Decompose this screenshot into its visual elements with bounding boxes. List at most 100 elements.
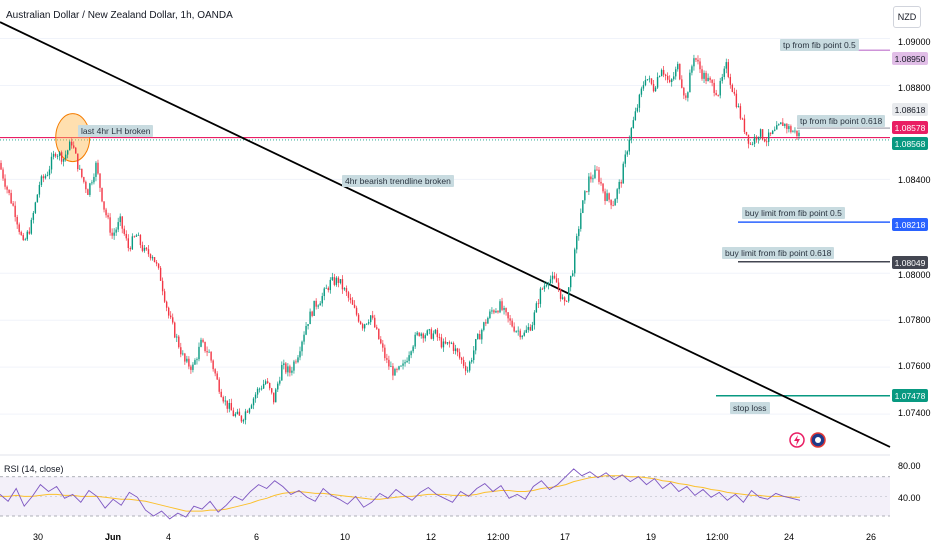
candle-body bbox=[767, 132, 770, 142]
candle-body bbox=[602, 183, 604, 192]
candle-body bbox=[590, 176, 592, 180]
candle-body bbox=[89, 183, 91, 195]
candle-body bbox=[303, 334, 305, 342]
candle-body bbox=[212, 360, 214, 370]
candle-body bbox=[83, 177, 85, 182]
candle-body bbox=[240, 415, 243, 422]
candle-body bbox=[462, 359, 465, 366]
candle-body bbox=[586, 191, 588, 192]
candle-body bbox=[46, 175, 49, 176]
candle-body bbox=[487, 317, 489, 324]
candle-body bbox=[44, 175, 47, 179]
candle-body bbox=[594, 169, 596, 179]
candle-body bbox=[295, 361, 297, 363]
candle-body bbox=[717, 95, 719, 96]
candle-body bbox=[347, 292, 350, 298]
candle-body bbox=[359, 321, 362, 325]
candle-body bbox=[515, 331, 517, 332]
candle-body bbox=[424, 335, 426, 339]
lh-highlight-circle[interactable] bbox=[55, 113, 91, 163]
candle-body bbox=[610, 199, 612, 206]
annotation-lh-broken[interactable]: last 4hr LH broken bbox=[78, 125, 154, 137]
annotation-tp-0618[interactable]: tp from fib point 0.618 bbox=[797, 115, 886, 127]
candle-body bbox=[315, 300, 317, 307]
candle-body bbox=[537, 303, 540, 305]
candle-body bbox=[679, 63, 681, 80]
candle-body bbox=[236, 411, 239, 414]
candle-body bbox=[135, 235, 138, 237]
candle-body bbox=[133, 236, 136, 238]
annotation-buy-0618[interactable]: buy limit from fib point 0.618 bbox=[722, 247, 835, 259]
candle-body bbox=[161, 280, 164, 292]
candle-body bbox=[188, 358, 190, 367]
candle-body bbox=[404, 362, 406, 364]
candle-body bbox=[252, 398, 255, 406]
candle-body bbox=[517, 330, 519, 332]
price-levels bbox=[0, 49, 890, 397]
candle-body bbox=[673, 76, 675, 80]
candle-body bbox=[349, 297, 352, 300]
annotation-buy-05[interactable]: buy limit from fib point 0.5 bbox=[742, 207, 845, 219]
candle-body bbox=[38, 184, 41, 195]
candle-body bbox=[60, 152, 63, 162]
candle-body bbox=[725, 62, 727, 69]
candle-body bbox=[30, 219, 33, 234]
candle-body bbox=[652, 83, 655, 92]
candle-body bbox=[6, 186, 8, 190]
candle-body bbox=[374, 317, 376, 328]
candle-body bbox=[668, 79, 671, 82]
candle-body bbox=[513, 326, 515, 332]
candle-body bbox=[648, 78, 651, 80]
candle-body bbox=[442, 341, 445, 348]
candle-body bbox=[194, 360, 196, 365]
price-label-stop: 1.07478 bbox=[892, 389, 928, 402]
candle-body bbox=[283, 363, 285, 366]
price-label-tp-05: 1.08950 bbox=[892, 52, 928, 65]
candle-body bbox=[654, 87, 657, 92]
candle-body bbox=[632, 120, 635, 129]
candle-body bbox=[450, 342, 453, 344]
candle-body bbox=[784, 123, 786, 126]
candle-body bbox=[511, 320, 513, 327]
candle-body bbox=[204, 341, 206, 352]
candle-body bbox=[572, 273, 574, 276]
candle-body bbox=[452, 342, 455, 351]
candle-body bbox=[458, 352, 461, 358]
annotation-stop-loss[interactable]: stop loss bbox=[730, 402, 770, 414]
candle-body bbox=[54, 153, 57, 157]
candle-body bbox=[626, 151, 628, 155]
candle-body bbox=[260, 388, 263, 390]
candle-body bbox=[430, 329, 433, 339]
candle-body bbox=[557, 282, 560, 289]
candle-body bbox=[361, 324, 364, 329]
candle-body bbox=[662, 69, 665, 75]
candle-body bbox=[262, 383, 265, 389]
candle-body bbox=[485, 322, 487, 324]
candle-body bbox=[224, 400, 226, 402]
annotation-trendline-broken[interactable]: 4hr bearish trendline broken bbox=[342, 175, 454, 187]
currency-button[interactable]: NZD bbox=[893, 6, 921, 28]
candle-body bbox=[438, 337, 441, 338]
candle-body bbox=[715, 92, 717, 96]
x-tick-label: 26 bbox=[866, 532, 877, 542]
bearish-trendline[interactable] bbox=[0, 21, 891, 448]
candle-body bbox=[131, 236, 134, 250]
candle-body bbox=[687, 92, 689, 98]
candle-body bbox=[535, 303, 538, 313]
candle-body bbox=[743, 118, 746, 132]
candle-body bbox=[563, 297, 566, 302]
flag-center-icon bbox=[815, 437, 821, 443]
candle-body bbox=[555, 278, 558, 283]
candle-body bbox=[638, 94, 641, 108]
candle-body bbox=[426, 330, 428, 336]
candle-body bbox=[353, 304, 356, 308]
candle-body bbox=[159, 267, 162, 281]
candle-body bbox=[125, 233, 127, 239]
candle-body bbox=[703, 72, 705, 79]
candle-body bbox=[163, 291, 166, 302]
annotation-tp-05[interactable]: tp from fib point 0.5 bbox=[780, 39, 859, 51]
candle-body bbox=[418, 332, 420, 336]
candle-body bbox=[64, 154, 67, 159]
candle-body bbox=[321, 296, 323, 304]
